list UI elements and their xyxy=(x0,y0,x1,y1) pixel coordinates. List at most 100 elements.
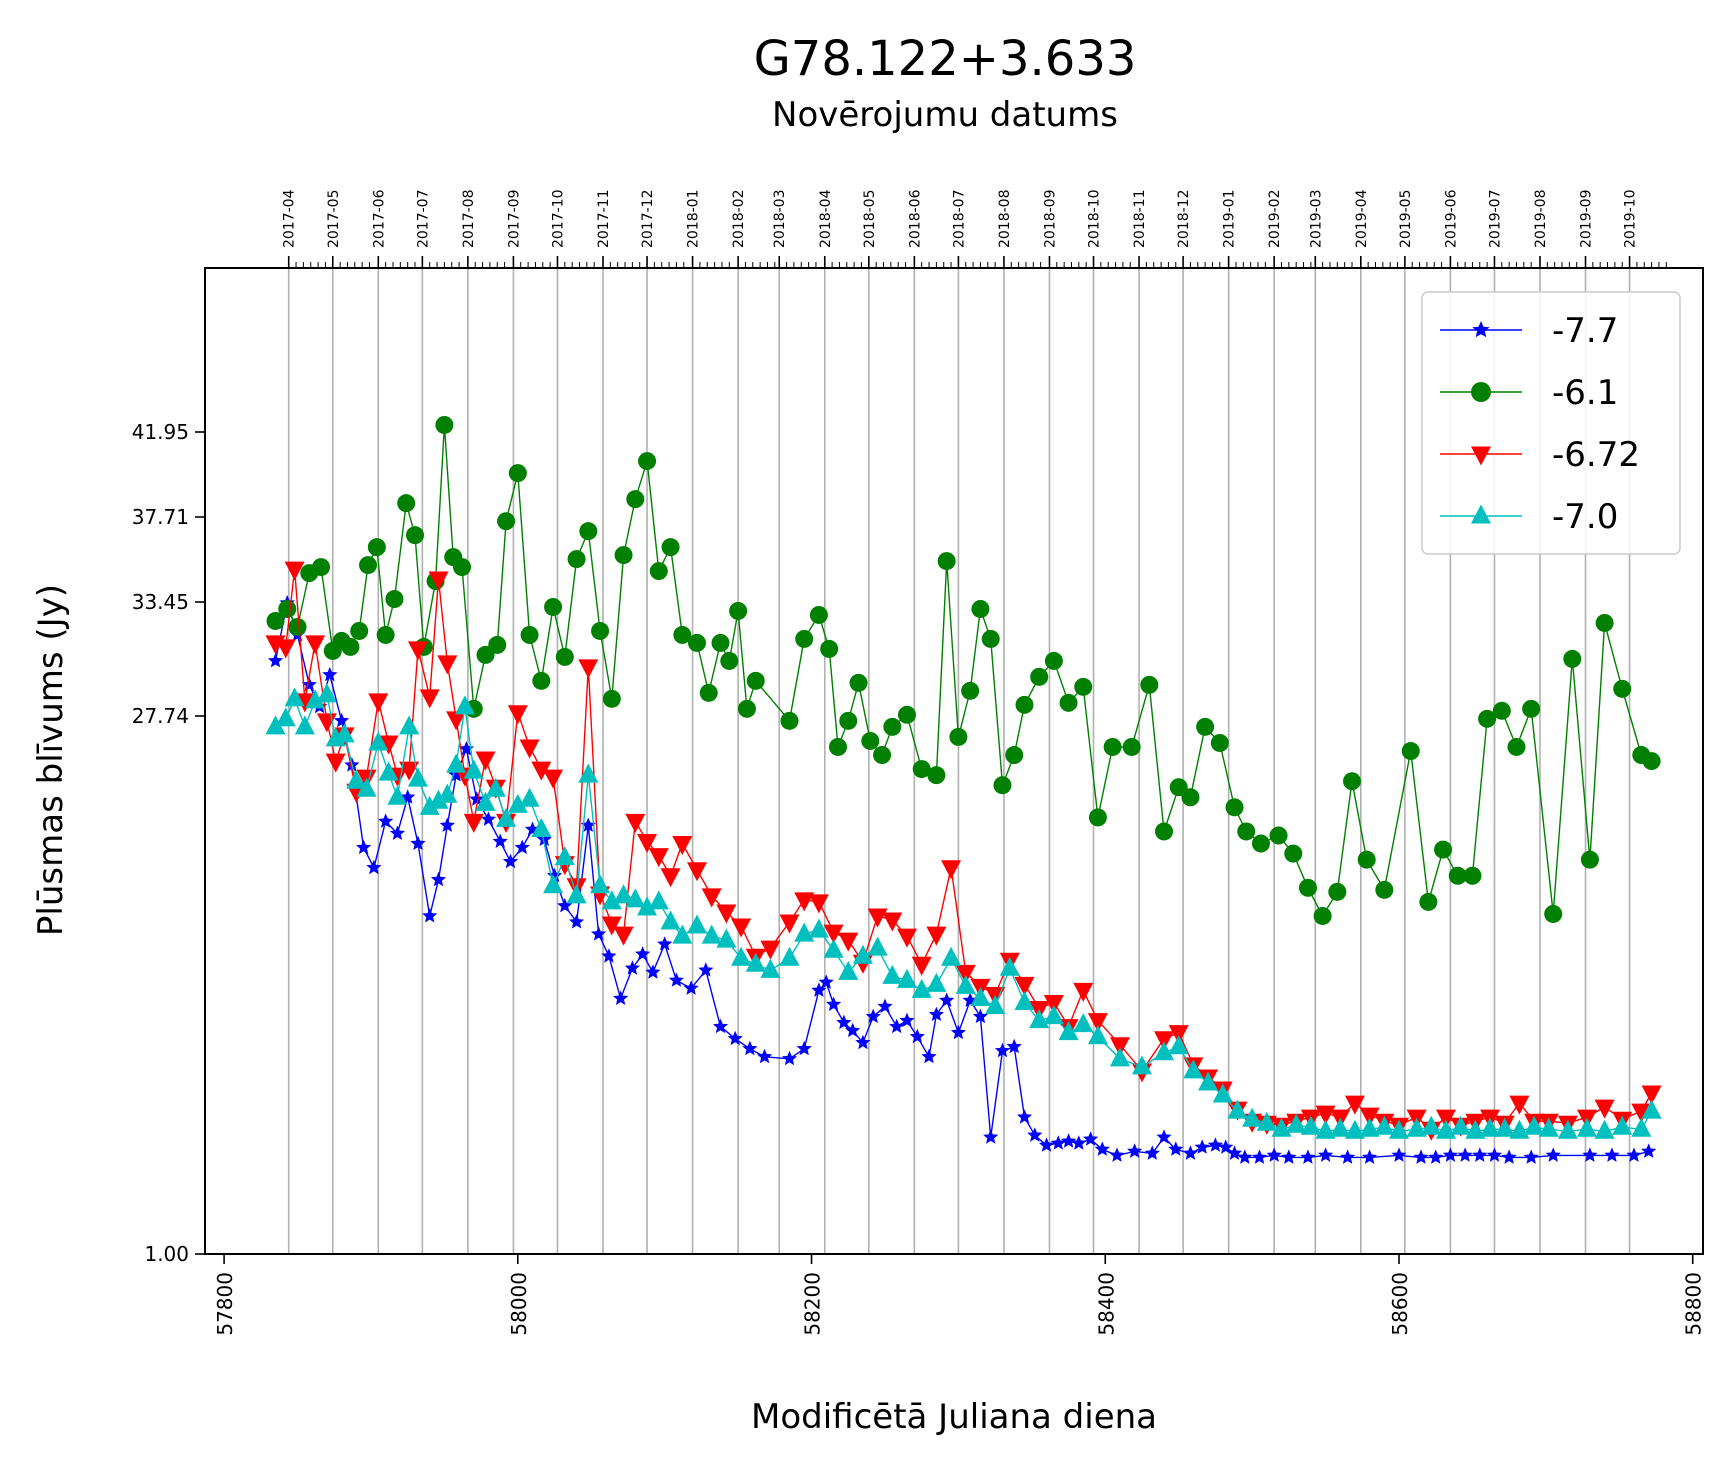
data-point xyxy=(519,739,540,759)
data-point xyxy=(645,964,661,979)
data-point xyxy=(1227,1099,1248,1119)
data-point xyxy=(720,651,739,670)
data-point xyxy=(1027,1127,1043,1142)
data-point xyxy=(1507,737,1526,756)
data-point xyxy=(1043,995,1064,1015)
data-point xyxy=(578,763,599,783)
data-point xyxy=(1478,709,1497,728)
legend-label: -7.7 xyxy=(1552,311,1618,351)
data-point xyxy=(410,835,426,850)
data-point xyxy=(1266,1147,1282,1162)
data-point xyxy=(941,860,962,880)
data-point xyxy=(727,1030,743,1046)
y-tick-label: 1.00 xyxy=(144,1242,189,1266)
top-month-label: 2019-08 xyxy=(1533,190,1549,249)
bottom-mjd-axis: 57800 58000 58200 58400 58600 58800 xyxy=(213,1254,1706,1336)
data-point xyxy=(1284,844,1303,863)
data-point xyxy=(492,833,508,848)
data-point xyxy=(1472,1147,1488,1162)
top-month-label: 2019-04 xyxy=(1354,189,1370,248)
data-point xyxy=(1419,892,1438,911)
data-point xyxy=(1413,1149,1429,1164)
data-point xyxy=(1435,1119,1456,1139)
data-point xyxy=(1226,1145,1243,1160)
data-point xyxy=(266,611,285,630)
data-point xyxy=(1486,1147,1503,1162)
data-point xyxy=(278,599,297,618)
data-point xyxy=(368,693,389,713)
top-axis-title: Novērojumu datums xyxy=(772,95,1118,135)
data-point xyxy=(1071,1135,1087,1150)
data-point xyxy=(546,867,563,883)
data-point xyxy=(1168,1141,1184,1156)
data-point xyxy=(1330,1117,1351,1137)
data-point xyxy=(712,1018,729,1034)
data-point xyxy=(480,811,497,826)
data-point xyxy=(422,908,438,923)
data-point xyxy=(1492,701,1511,720)
data-point xyxy=(1604,1147,1620,1162)
data-point xyxy=(1181,788,1200,807)
data-point xyxy=(826,996,842,1011)
data-point xyxy=(855,1034,871,1050)
data-point xyxy=(397,494,416,513)
data-point xyxy=(926,972,947,992)
data-point xyxy=(673,625,692,644)
data-point xyxy=(999,956,1020,976)
data-point xyxy=(716,904,737,924)
data-point xyxy=(578,659,599,679)
data-point xyxy=(435,415,454,434)
data-point xyxy=(716,928,737,948)
data-point xyxy=(446,711,467,731)
data-point xyxy=(939,992,955,1007)
data-point xyxy=(795,629,814,648)
top-month-label: 2018-10 xyxy=(1087,190,1103,249)
data-point xyxy=(346,769,367,789)
data-point xyxy=(729,601,748,620)
data-point xyxy=(366,859,382,875)
data-point xyxy=(760,958,781,978)
data-point xyxy=(970,986,991,1006)
data-point xyxy=(849,673,868,692)
data-point xyxy=(1196,717,1215,736)
data-point xyxy=(1298,878,1317,897)
data-point xyxy=(322,666,338,682)
data-point xyxy=(779,946,800,966)
data-point xyxy=(591,926,607,941)
data-point xyxy=(1580,850,1599,869)
data-point xyxy=(961,681,980,700)
data-point xyxy=(1357,850,1376,869)
data-point xyxy=(1154,1041,1175,1061)
data-point xyxy=(1154,1031,1175,1051)
data-point xyxy=(1442,1147,1458,1162)
data-point xyxy=(359,556,378,575)
data-point xyxy=(368,731,389,751)
data-point xyxy=(1058,1021,1079,1041)
data-point xyxy=(508,464,527,483)
data-point xyxy=(737,699,756,718)
data-point xyxy=(305,635,326,655)
data-point xyxy=(378,735,399,755)
data-point xyxy=(399,761,420,781)
data-point xyxy=(1563,649,1582,668)
data-point xyxy=(378,813,394,828)
data-point xyxy=(1030,667,1049,686)
data-point xyxy=(387,785,408,805)
data-point xyxy=(367,538,386,557)
data-point xyxy=(385,590,404,609)
data-point xyxy=(1450,1115,1471,1135)
data-point xyxy=(839,711,858,730)
data-point xyxy=(779,914,800,934)
top-month-label: 2018-05 xyxy=(862,190,878,249)
top-month-label: 2019-05 xyxy=(1398,190,1414,249)
data-point xyxy=(760,940,781,960)
chart-title: G78.122+3.633 xyxy=(754,31,1137,87)
data-point xyxy=(1109,1037,1130,1057)
data-point xyxy=(1374,1115,1395,1135)
data-point xyxy=(1144,1145,1160,1160)
data-point xyxy=(1406,1117,1427,1137)
data-point xyxy=(1300,1149,1316,1164)
data-point xyxy=(1401,742,1420,761)
x-axis-label: Modificētā Juliana diena xyxy=(751,1397,1157,1437)
